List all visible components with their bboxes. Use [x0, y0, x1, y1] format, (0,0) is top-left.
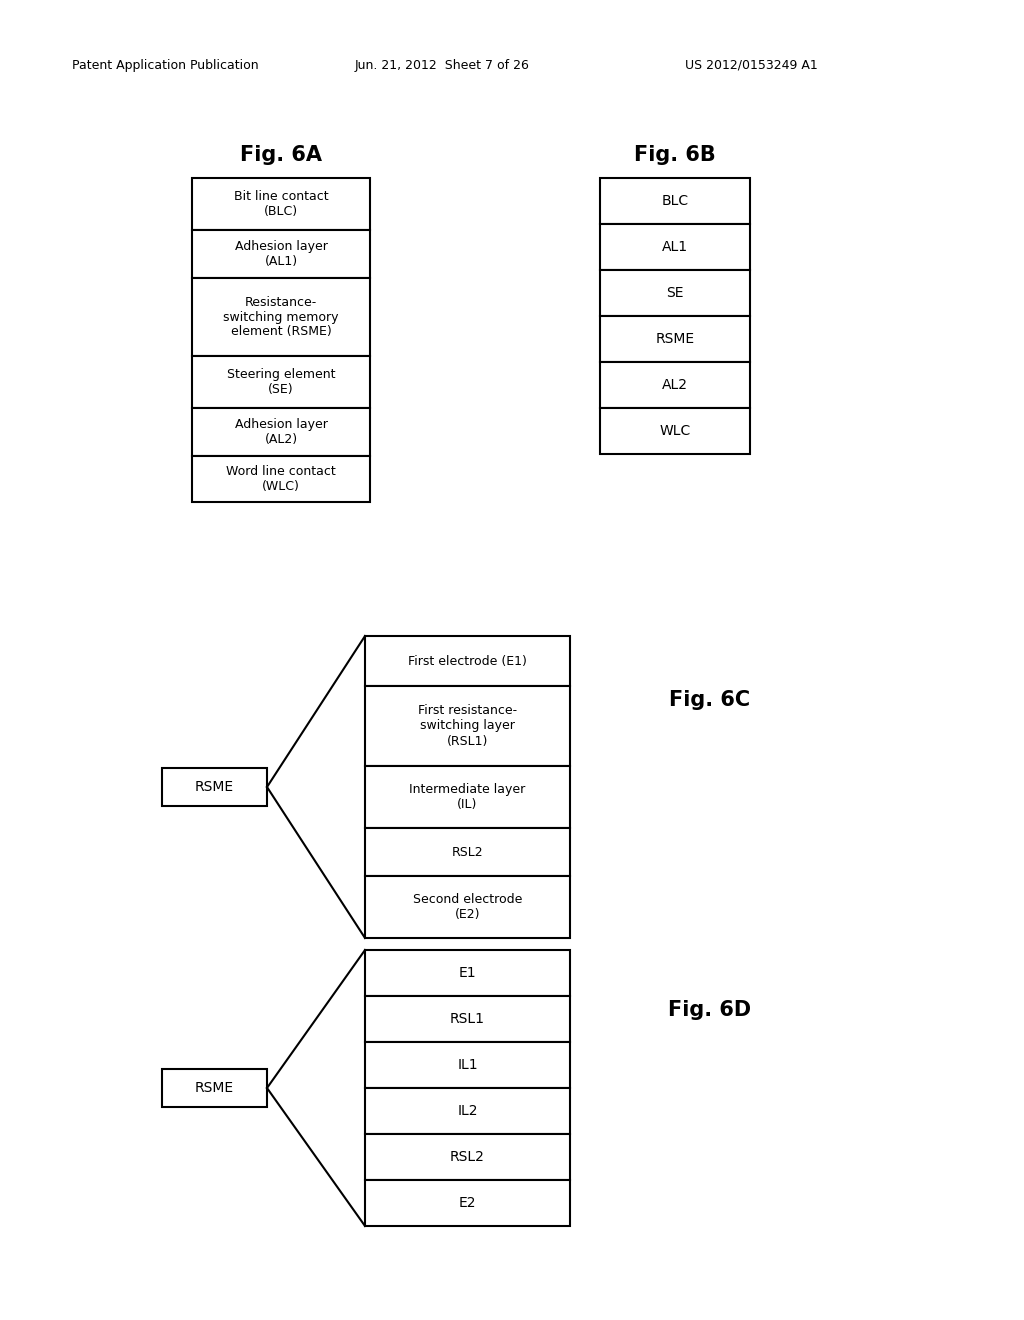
Text: Fig. 6A: Fig. 6A [240, 145, 322, 165]
Text: IL1: IL1 [457, 1059, 478, 1072]
Bar [600, 408, 750, 454]
Bar [600, 271, 750, 315]
Bar [600, 178, 750, 224]
Bar [193, 230, 370, 279]
Text: Fig. 6B: Fig. 6B [634, 145, 716, 165]
Text: Resistance-
switching memory
element (RSME): Resistance- switching memory element (RS… [223, 296, 339, 338]
Bar [193, 279, 370, 356]
Text: AL1: AL1 [662, 240, 688, 253]
Bar [600, 224, 750, 271]
Bar [365, 828, 570, 876]
Text: IL2: IL2 [458, 1104, 478, 1118]
Text: Intermediate layer
(IL): Intermediate layer (IL) [410, 783, 525, 810]
Text: First electrode (E1): First electrode (E1) [408, 655, 527, 668]
Text: RSME: RSME [195, 1081, 234, 1096]
Bar [365, 876, 570, 939]
Bar [365, 636, 570, 686]
Text: WLC: WLC [659, 424, 690, 438]
Text: Fig. 6C: Fig. 6C [670, 690, 751, 710]
Bar [162, 768, 267, 807]
Text: RSME: RSME [195, 780, 234, 795]
Bar [365, 950, 570, 997]
Bar [162, 1069, 267, 1107]
Bar [365, 997, 570, 1041]
Bar [365, 1134, 570, 1180]
Bar [193, 356, 370, 408]
Text: Adhesion layer
(AL1): Adhesion layer (AL1) [234, 240, 328, 268]
Text: RSL2: RSL2 [451, 1150, 485, 1164]
Text: E1: E1 [459, 966, 476, 979]
Text: Second electrode
(E2): Second electrode (E2) [413, 894, 522, 921]
Text: Adhesion layer
(AL2): Adhesion layer (AL2) [234, 418, 328, 446]
Text: Bit line contact
(BLC): Bit line contact (BLC) [233, 190, 329, 218]
Text: E2: E2 [459, 1196, 476, 1210]
Text: RSME: RSME [655, 333, 694, 346]
Text: AL2: AL2 [662, 378, 688, 392]
Bar [365, 1180, 570, 1226]
Text: SE: SE [667, 286, 684, 300]
Bar [365, 1041, 570, 1088]
Bar [600, 315, 750, 362]
Text: Fig. 6D: Fig. 6D [669, 1001, 752, 1020]
Bar [365, 1088, 570, 1134]
Text: BLC: BLC [662, 194, 688, 209]
Text: First resistance-
switching layer
(RSL1): First resistance- switching layer (RSL1) [418, 705, 517, 747]
Text: Jun. 21, 2012  Sheet 7 of 26: Jun. 21, 2012 Sheet 7 of 26 [355, 58, 529, 71]
Bar [365, 766, 570, 828]
Text: RSL1: RSL1 [450, 1012, 485, 1026]
Text: US 2012/0153249 A1: US 2012/0153249 A1 [685, 58, 818, 71]
Bar [365, 686, 570, 766]
Bar [193, 178, 370, 230]
Text: Steering element
(SE): Steering element (SE) [226, 368, 335, 396]
Bar [193, 455, 370, 502]
Bar [193, 408, 370, 455]
Text: RSL2: RSL2 [452, 846, 483, 858]
Text: Patent Application Publication: Patent Application Publication [72, 58, 259, 71]
Bar [600, 362, 750, 408]
Text: Word line contact
(WLC): Word line contact (WLC) [226, 465, 336, 492]
